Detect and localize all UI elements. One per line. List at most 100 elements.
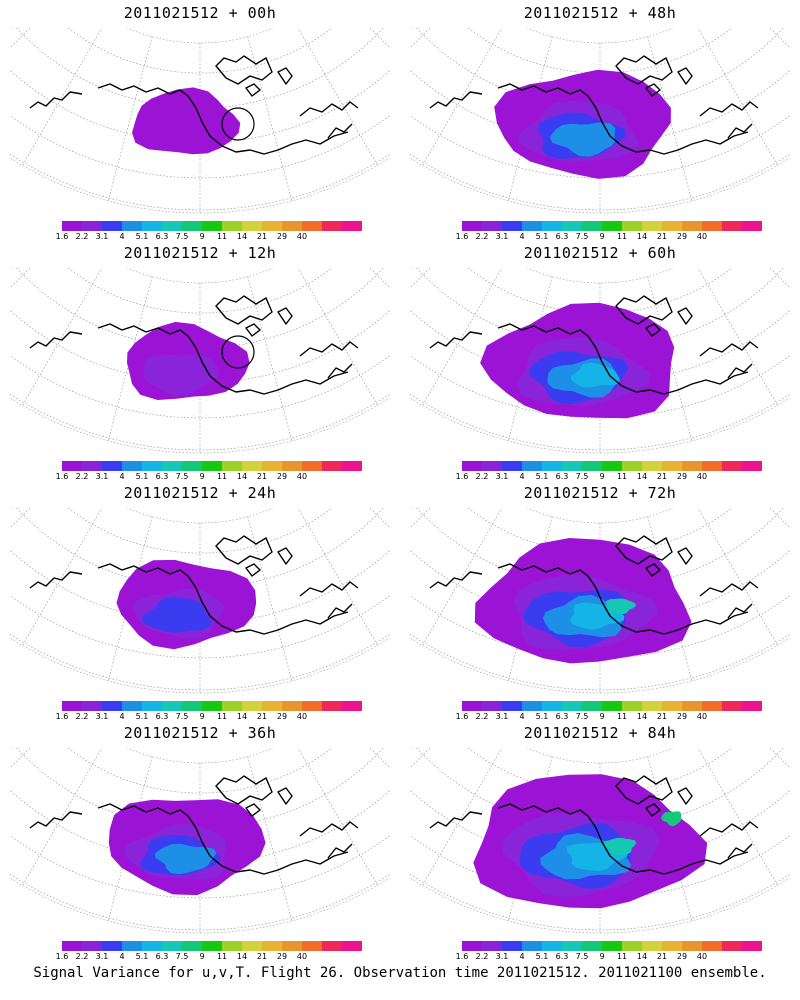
colorbar-tick-label: 7.5 — [175, 232, 189, 241]
latitude-line — [10, 114, 390, 179]
colorbar-swatch — [462, 461, 482, 471]
colorbar-tick-label: 21 — [656, 712, 668, 721]
colorbar-swatch — [682, 221, 702, 231]
coastline — [727, 603, 753, 619]
map-plot — [410, 268, 790, 458]
coastline — [327, 843, 353, 859]
colorbar-tick-label: 11 — [216, 952, 228, 961]
colorbar-swatch — [202, 221, 222, 231]
map-plot — [10, 508, 390, 698]
colorbar-swatch — [342, 221, 362, 231]
colorbar-tick-label: 21 — [256, 472, 268, 481]
colorbar-swatch — [522, 941, 542, 951]
map-border — [10, 268, 390, 454]
colorbar-labels: 1.6 2.2 3.1 4 5.1 6.3 7.5 9 11 14 21 29 40 — [456, 712, 762, 724]
colorbar-tick-label: 14 — [236, 712, 248, 721]
meridian-line — [22, 748, 103, 886]
colorbar-tick-label: 9 — [199, 712, 205, 721]
colorbar-tick-label: 9 — [199, 232, 205, 241]
latitude-line — [10, 873, 390, 931]
colorbar-tick-label: 21 — [256, 232, 268, 241]
colorbar-tick-label: 21 — [656, 232, 668, 241]
latitude-line — [67, 508, 333, 554]
colorbar-tick-label: 4 — [119, 712, 125, 721]
colorbar-swatch — [622, 941, 642, 951]
variance-field — [108, 799, 266, 896]
coastline — [327, 123, 353, 139]
panel-title: 2011021512 + 72h — [523, 484, 677, 502]
panel-title: 2011021512 + 24h — [123, 484, 277, 502]
meridian-line — [697, 28, 778, 166]
colorbar: 1.6 2.2 3.1 4 5.1 6.3 7.5 9 11 14 21 29 40 — [456, 941, 762, 967]
coastline — [497, 323, 581, 335]
colorbar-swatch — [562, 221, 582, 231]
map-svg — [10, 748, 390, 934]
colorbar-swatch — [182, 941, 202, 951]
colorbar-swatch — [702, 701, 722, 711]
coastline — [579, 329, 749, 395]
colorbar-tick-label: 3.1 — [495, 232, 509, 241]
colorbar-tick-label: 5.1 — [135, 712, 149, 721]
colorbar-swatch — [642, 701, 662, 711]
map-border — [10, 508, 390, 694]
colorbar-tick-label: 6.3 — [555, 472, 569, 481]
colorbar-swatch — [322, 941, 342, 951]
latitude-line — [10, 633, 390, 691]
coastline — [645, 563, 661, 577]
colorbar-tick-label: 1.6 — [55, 952, 69, 961]
colorbar: 1.6 2.2 3.1 4 5.1 6.3 7.5 9 11 14 21 29 40 — [56, 701, 362, 727]
colorbar-tick-label: 6.3 — [555, 952, 569, 961]
colorbar-swatch — [162, 941, 182, 951]
colorbar-swatch — [242, 941, 262, 951]
colorbar-swatch — [682, 461, 702, 471]
colorbar-swatch — [742, 941, 762, 951]
colorbar-swatch — [162, 461, 182, 471]
panel-title: 2011021512 + 60h — [523, 244, 677, 262]
panel-24h: 2011021512 + 24h 1.6 2.2 3.1 4 5.1 6.3 7.5 9 11 1… — [0, 480, 400, 721]
coastline — [727, 843, 753, 859]
colorbar-swatch — [262, 941, 282, 951]
colorbar-tick-label: 14 — [236, 472, 248, 481]
coastline — [429, 571, 483, 589]
colorbar-strip — [62, 941, 362, 951]
latitude-line — [67, 748, 333, 794]
colorbar: 1.6 2.2 3.1 4 5.1 6.3 7.5 9 11 14 21 29 40 — [56, 221, 362, 247]
variance-region — [143, 354, 220, 396]
colorbar-swatch — [622, 461, 642, 471]
variance-field — [127, 321, 250, 400]
variance-region — [549, 122, 616, 157]
colorbar-tick-label: 40 — [296, 472, 308, 481]
colorbar-tick-label: 2.2 — [75, 712, 89, 721]
colorbar-tick-label: 1.6 — [55, 712, 69, 721]
colorbar-swatch — [722, 221, 742, 231]
colorbar-swatch — [662, 221, 682, 231]
latitude-line — [410, 594, 790, 659]
colorbar-tick-label: 2.2 — [75, 952, 89, 961]
colorbar-swatch — [162, 221, 182, 231]
colorbar-tick-label: 2.2 — [75, 232, 89, 241]
coastline — [677, 787, 693, 805]
coastline — [645, 83, 661, 97]
variance-field — [473, 774, 708, 909]
panel-title: 2011021512 + 00h — [123, 4, 277, 22]
colorbar-tick-label: 7.5 — [575, 472, 589, 481]
colorbar-tick-label: 21 — [256, 712, 268, 721]
colorbar-swatch — [622, 221, 642, 231]
variance-region — [141, 597, 213, 633]
coastline — [579, 569, 749, 635]
panel-84h: 2011021512 + 84h 1.6 2.2 3.1 4 5.1 6.3 7.5 9 11 1… — [400, 720, 800, 961]
coastline — [277, 307, 293, 325]
latitude-line — [410, 114, 790, 179]
colorbar-swatch — [602, 221, 622, 231]
colorbar-swatch — [182, 221, 202, 231]
latitude-line — [67, 268, 333, 314]
meridian-line — [422, 28, 503, 166]
colorbar-labels: 1.6 2.2 3.1 4 5.1 6.3 7.5 9 11 14 21 29 40 — [56, 952, 362, 964]
panel-title: 2011021512 + 48h — [523, 4, 677, 22]
colorbar-swatch — [322, 701, 342, 711]
coastline — [215, 55, 273, 85]
colorbar-tick-label: 21 — [256, 952, 268, 961]
colorbar-swatch — [582, 701, 602, 711]
colorbar-tick-label: 7.5 — [575, 232, 589, 241]
colorbar-swatch — [222, 941, 242, 951]
